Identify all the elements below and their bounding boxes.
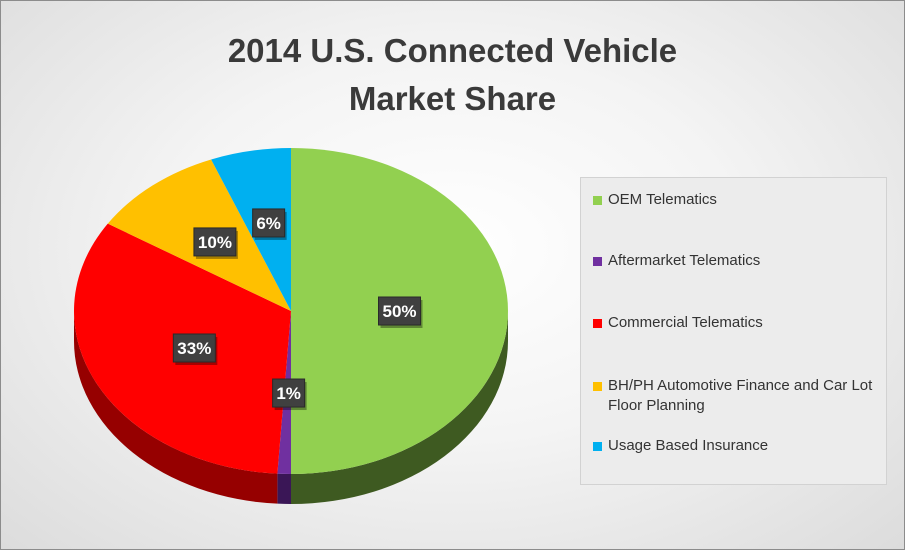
pie-side-walls [74, 311, 508, 504]
legend-label-2: Commercial Telematics [608, 314, 763, 331]
chart-title: 2014 U.S. Connected Vehicle Market Share [227, 32, 678, 117]
legend-item-0: OEM Telematics [593, 190, 880, 210]
data-label-1: 1% [272, 378, 307, 411]
legend-item-3: BH/PH Automotive Finance and Car Lot Flo… [593, 376, 880, 416]
pie-side-2 [74, 311, 278, 504]
pie-side-0 [291, 311, 508, 504]
chart-legend: OEM Telematics Aftermarket Telematics Comm… [580, 177, 887, 485]
data-label-0: 50% [378, 296, 423, 328]
legend-label-3: BH/PH Automotive Finance and Car Lot Flo… [608, 377, 873, 414]
legend-label-0: OEM Telematics [608, 191, 717, 208]
pie-side-1 [277, 473, 291, 504]
legend-item-4: Usage Based Insurance [593, 436, 880, 456]
data-label-text-2: 33% [177, 339, 211, 358]
pie-slices [73, 148, 508, 474]
data-label-text-4: 6% [256, 214, 281, 233]
legend-swatch-1 [593, 257, 602, 266]
data-label-text-1: 1% [276, 384, 301, 403]
legend-item-1: Aftermarket Telematics [593, 251, 880, 271]
legend-label-4: Usage Based Insurance [608, 437, 769, 454]
data-label-text-3: 10% [198, 233, 232, 252]
data-label-2: 33% [172, 333, 218, 366]
legend-swatch-3 [593, 382, 602, 391]
legend-label-1: Aftermarket Telematics [608, 252, 761, 269]
data-label-text-0: 50% [382, 302, 416, 321]
legend-swatch-2 [593, 319, 602, 328]
pie-data-labels: 50% 1% 33% 10% 6% [172, 208, 423, 411]
data-label-3: 10% [193, 227, 238, 259]
pie-slice-4 [211, 148, 291, 311]
legend-swatch-0 [593, 196, 602, 205]
legend-item-2: Commercial Telematics [593, 313, 880, 333]
legend-swatch-4 [593, 442, 602, 451]
data-label-4: 6% [252, 208, 287, 240]
